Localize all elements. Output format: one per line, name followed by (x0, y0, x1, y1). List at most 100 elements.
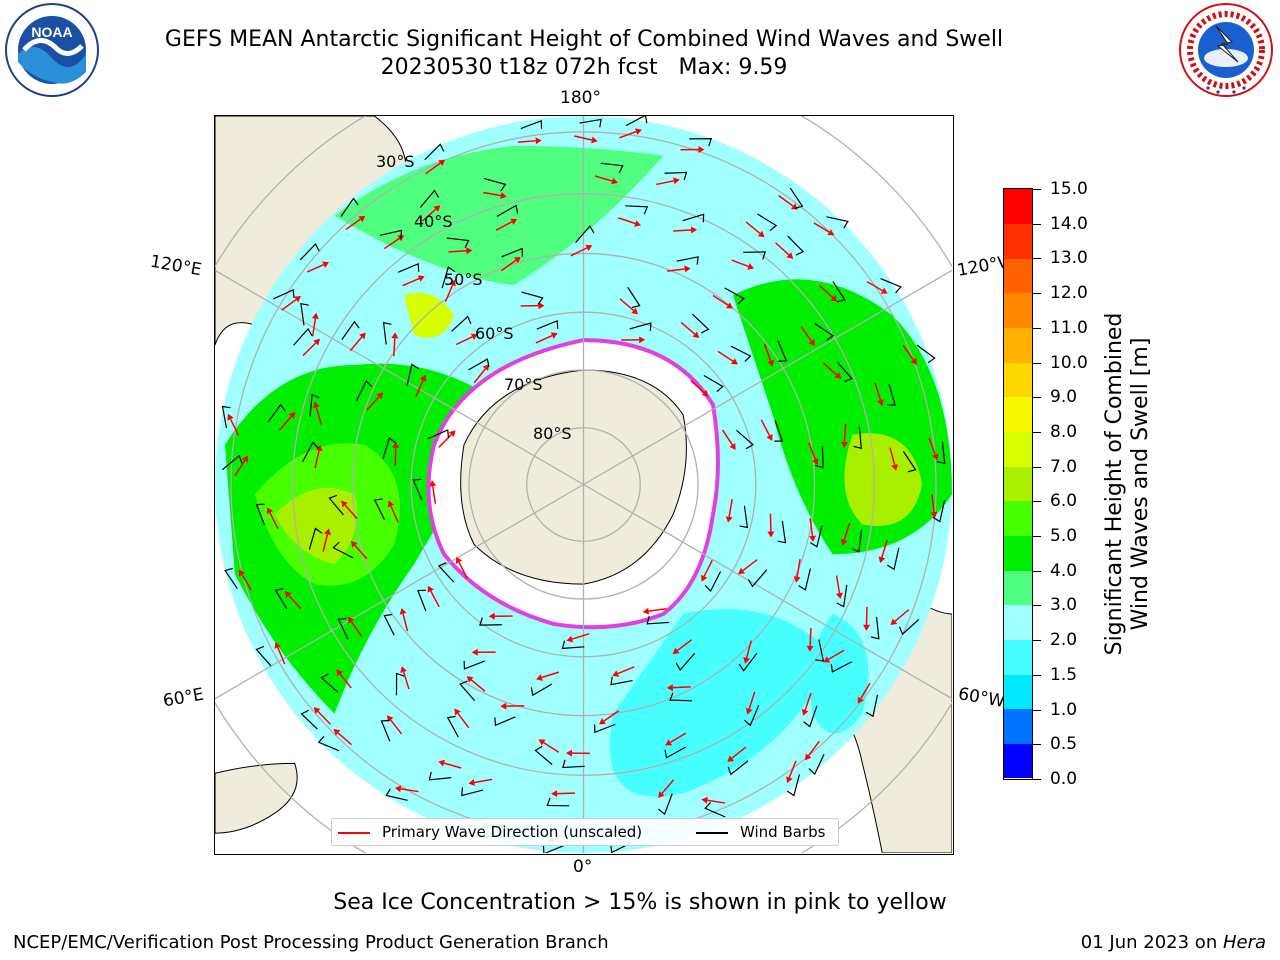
wave-direction-arrow (860, 682, 871, 699)
colorbar-tick-label: 8.0 (1050, 421, 1078, 442)
wave-direction-arrowhead (399, 607, 407, 615)
wind-barb (221, 454, 243, 471)
wave-direction-arrow (617, 666, 635, 675)
chart-subtitle: 20230530 t18z 072h fcst Max: 9.59 (380, 55, 788, 80)
wave-direction-arrow (717, 350, 734, 362)
wind-barb (664, 171, 688, 181)
lat-label-50s: 50°S (444, 270, 483, 289)
wind-barb (274, 587, 288, 610)
wind-barb (428, 771, 452, 781)
wave-direction-arrow (306, 263, 324, 273)
wave-direction-arrowhead (591, 136, 598, 144)
wind-barb (730, 345, 752, 362)
wind-barb (302, 441, 319, 463)
wind-barb (424, 143, 445, 161)
wave-direction-arrowhead (454, 708, 461, 716)
wave-direction-arrow (314, 450, 320, 469)
wave-direction-arrow (775, 242, 790, 256)
wind-barb (627, 286, 641, 309)
wave-direction-arrowhead (642, 607, 650, 615)
wind-barb (743, 704, 760, 727)
wave-direction-arrow (402, 277, 420, 287)
colorbar-title-line1: Significant Height of Combined (1102, 312, 1127, 656)
wave-direction-arrow (241, 574, 252, 591)
wave-direction-arrowhead (565, 749, 572, 757)
wave-direction-arrowhead (470, 333, 478, 340)
wind-barb (727, 760, 749, 776)
wave-direction-arrow (517, 140, 536, 143)
footer-credit: NCEP/EMC/Verification Post Processing Pr… (13, 932, 609, 953)
wind-barb (328, 494, 344, 516)
wind-barb (575, 225, 595, 244)
wave-direction-arrowhead (863, 624, 871, 631)
wind-barb (902, 451, 917, 473)
noaa-logo-text: NOAA (31, 24, 72, 40)
wave-direction-arrow (760, 419, 771, 436)
wave-direction-arrowhead (510, 218, 518, 225)
wave-direction-arrow (894, 609, 910, 622)
wave-direction-arrow (458, 561, 468, 579)
colorbar-tick-label: 9.0 (1050, 387, 1078, 408)
wave-direction-arrow (819, 285, 834, 299)
wave-direction-arrowhead (857, 696, 864, 704)
wind-barb (682, 213, 705, 223)
wave-direction-arrowhead (288, 411, 296, 419)
wave-direction-arrowhead (823, 656, 831, 663)
colorbar-segment (1004, 604, 1032, 640)
wave-direction-arrowhead (692, 331, 700, 338)
wave-direction-arrowhead (931, 453, 939, 461)
wind-barb (870, 616, 880, 640)
wave-field-zone-6m-b (844, 433, 923, 526)
wave-direction-arrow (345, 218, 361, 231)
wind-barb (610, 676, 633, 686)
wave-direction-arrowhead (585, 244, 593, 251)
colorbar (1003, 188, 1033, 780)
wave-direction-arrow (438, 434, 452, 448)
wave-direction-arrow (690, 380, 705, 394)
wave-direction-arrowhead (238, 569, 246, 577)
wind-barb (808, 754, 825, 776)
chart-title: GEFS MEAN Antarctic Significant Height o… (164, 27, 1004, 52)
colorbar-tick-label: 4.0 (1050, 560, 1078, 581)
wind-barb (809, 525, 823, 548)
wave-direction-arrowhead (880, 287, 888, 294)
legend-label-wind-barbs: Wind Barbs (740, 823, 826, 841)
wave-direction-arrow (707, 799, 726, 804)
wind-barb (255, 503, 265, 526)
wave-direction-arrowhead (726, 302, 734, 309)
wind-barb (830, 661, 853, 673)
wind-barb (747, 569, 768, 588)
wave-direction-arrowhead (745, 707, 753, 715)
wind-barb (669, 692, 693, 702)
wave-direction-arrow (813, 222, 830, 233)
colorbar-tick-label: 1.0 (1050, 699, 1078, 720)
wind-barb (459, 680, 476, 701)
colorbar-title-line2: Wind Waves and Swell [m] (1128, 337, 1153, 631)
wave-direction-arrow (393, 338, 396, 357)
wave-direction-arrow (809, 627, 812, 646)
wind-barb (786, 774, 801, 797)
wind-barb (887, 383, 896, 406)
wave-direction-arrowhead (455, 556, 463, 564)
wave-direction-arrowhead (731, 358, 738, 365)
wave-direction-arrowhead (341, 500, 348, 508)
wave-direction-arrowhead (729, 443, 736, 450)
wind-barb (320, 673, 339, 693)
wave-direction-arrowhead (930, 511, 938, 519)
colorbar-tick-label: 0.5 (1050, 734, 1078, 755)
wind-barb (479, 617, 502, 626)
wave-direction-arrow (402, 671, 410, 690)
wave-direction-arrowhead (830, 295, 838, 302)
wave-direction-arrow (400, 788, 419, 793)
colorbar-tick (1033, 570, 1041, 572)
lat-label-40s: 40°S (414, 212, 453, 231)
polar-map (215, 116, 952, 853)
wind-barb (419, 189, 440, 208)
colorbar-tick (1033, 536, 1041, 538)
colorbar-title: Significant Height of Combined Wind Wave… (1102, 313, 1154, 656)
wave-direction-arrowhead (834, 372, 842, 379)
wave-direction-arrowhead (701, 390, 709, 397)
wind-barb (689, 138, 713, 147)
wind-barb (625, 205, 649, 215)
wave-direction-arrowhead (392, 441, 400, 448)
